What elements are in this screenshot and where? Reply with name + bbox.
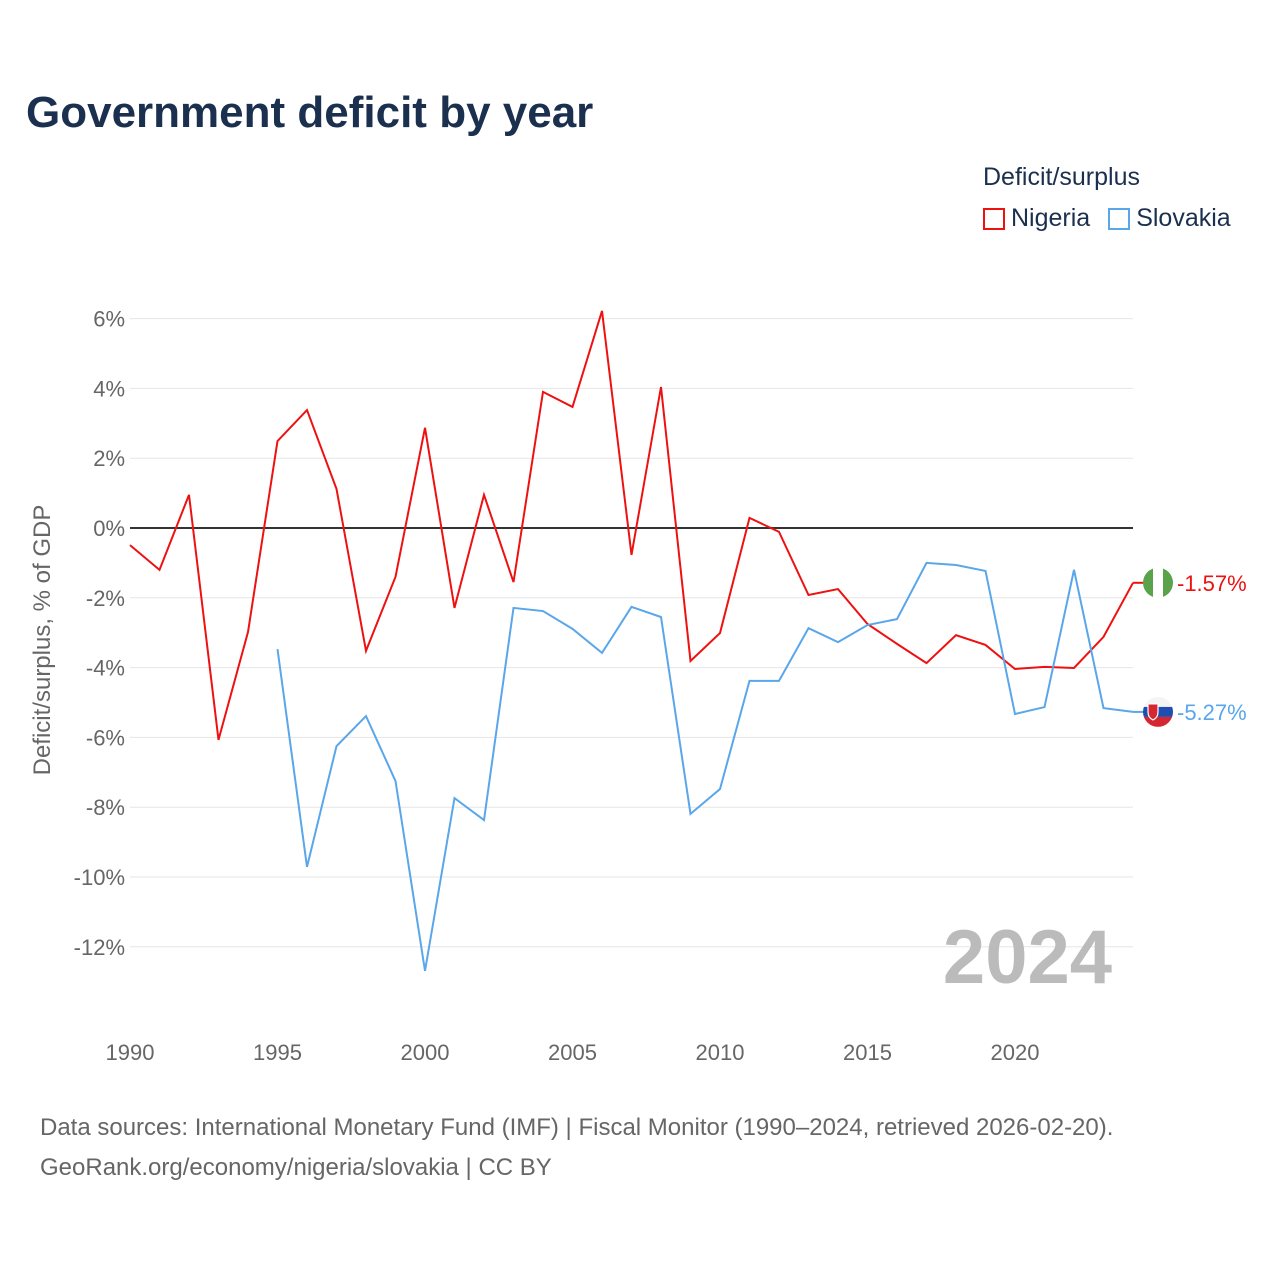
x-tick-label: 2005 [548,1040,597,1065]
legend-item-slovakia[interactable]: Slovakia [1108,204,1231,233]
x-tick-label: 1995 [253,1040,302,1065]
legend-label-slovakia: Slovakia [1136,204,1231,232]
x-tick-label: 2015 [843,1040,892,1065]
x-tick-label: 2000 [401,1040,450,1065]
legend-swatch-nigeria [983,207,1005,230]
y-tick-label: -4% [86,656,125,681]
y-tick-label: 4% [93,376,125,401]
y-tick-label: 6% [93,307,125,332]
legend-title: Deficit/surplus [983,163,1140,191]
flag-crest [1147,703,1159,721]
y-tick-label: -2% [86,586,125,611]
flag-nigeria-icon [1143,567,1173,598]
legend-swatch-slovakia [1108,207,1131,230]
end-value-label-slovakia: -5.27% [1177,700,1247,725]
flag-stripe [1143,716,1173,727]
legend: Nigeria Slovakia [983,204,1249,233]
y-tick-label: -10% [74,865,125,890]
year-watermark: 2024 [943,915,1112,1000]
legend-item-nigeria[interactable]: Nigeria [983,204,1090,233]
x-tick-label: 2020 [991,1040,1040,1065]
x-tick-label: 1990 [106,1040,155,1065]
y-tick-label: 2% [93,446,125,471]
y-tick-label: 0% [93,516,125,541]
flag-stripe [1153,567,1163,598]
series-lines: -1.57% -5.27% [129,310,1247,972]
source-line-2[interactable]: GeoRank.org/economy/nigeria/slovakia | C… [40,1154,552,1181]
end-value-label-nigeria: -1.57% [1177,571,1247,596]
series-line-nigeria [129,310,1134,741]
x-tick-label: 2010 [696,1040,745,1065]
flag-body [1143,696,1173,727]
grid: -12% -10% -8% -6% -4% -2% 0% 2% 4% 6% 1990 1995 2000… [74,307,1133,1065]
flag-body [1143,567,1173,598]
source-line-1: Data sources: International Monetary Fun… [40,1114,1114,1141]
y-tick-label: -6% [86,725,125,750]
source-note: Data sources: International Monetary Fun… [40,1108,1113,1188]
flag-stripe [1143,696,1173,707]
y-axis-label: Deficit/surplus, % of GDP [29,505,56,776]
legend-label-nigeria: Nigeria [1011,204,1091,232]
y-tick-label: -12% [74,935,125,960]
y-tick-label: -8% [86,795,125,820]
flag-stripe [1163,567,1173,598]
chart-title: Government deficit by year [26,88,594,137]
series-line-slovakia [276,561,1134,972]
flag-stripe [1143,567,1153,598]
flag-slovakia-icon [1143,696,1173,727]
